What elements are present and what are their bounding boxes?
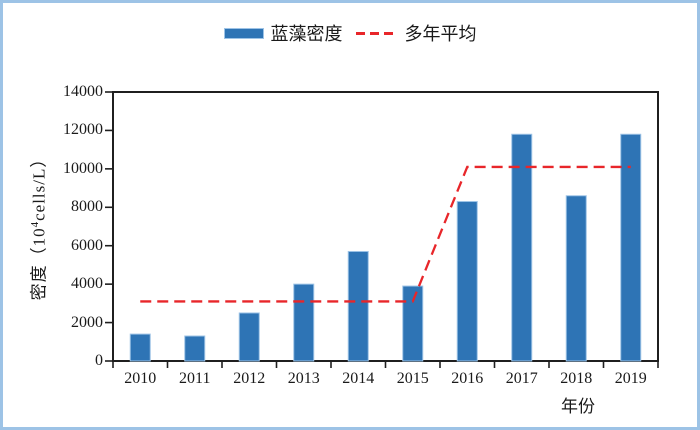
x-tick-label-2015: 2015 (396, 370, 429, 387)
bar-2018 (565, 195, 587, 362)
x-tick-label-2010: 2010 (124, 370, 157, 387)
legend: 蓝藻密度 多年平均 (3, 20, 697, 46)
bar-2010 (129, 333, 151, 362)
y-tick-label-4000: 4000 (71, 275, 103, 293)
legend-dashed-line-icon (355, 31, 398, 35)
x-tick-label-2018: 2018 (560, 370, 593, 387)
y-tick-label-2000: 2000 (71, 313, 103, 331)
x-tick-label-2017: 2017 (505, 370, 538, 387)
x-tick-label-2012: 2012 (233, 370, 266, 387)
bar-2015 (402, 285, 424, 362)
plot-canvas (105, 91, 659, 368)
bar-2012 (238, 312, 260, 362)
x-tick-label-2019: 2019 (614, 370, 647, 387)
y-tick-label-14000: 14000 (63, 83, 103, 100)
bar-2016 (456, 201, 478, 362)
legend-label-bar-series: 蓝藻密度 (270, 24, 343, 44)
legend-bar-swatch-icon (223, 27, 264, 39)
y-tick-label-0: 0 (95, 352, 103, 369)
y-tick-label-6000: 6000 (71, 236, 103, 254)
bar-2014 (347, 250, 369, 362)
bar-2011 (184, 335, 206, 362)
average-dashed-line (140, 165, 631, 303)
legend-label-line-series: 多年平均 (404, 24, 477, 44)
y-tick-label-10000: 10000 (63, 159, 103, 177)
x-tick-label-2013: 2013 (287, 370, 320, 387)
y-tick-label-12000: 12000 (63, 121, 103, 139)
x-tick-label-2014: 2014 (342, 370, 375, 387)
x-tick-label-2011: 2011 (179, 370, 211, 387)
bar-2019 (620, 133, 642, 362)
x-axis-title: 年份 (561, 397, 595, 416)
x-tick-label-2016: 2016 (451, 370, 484, 387)
bar-2013 (293, 283, 315, 362)
y-tick-label-8000: 8000 (71, 198, 103, 216)
bar-2017 (511, 133, 533, 362)
